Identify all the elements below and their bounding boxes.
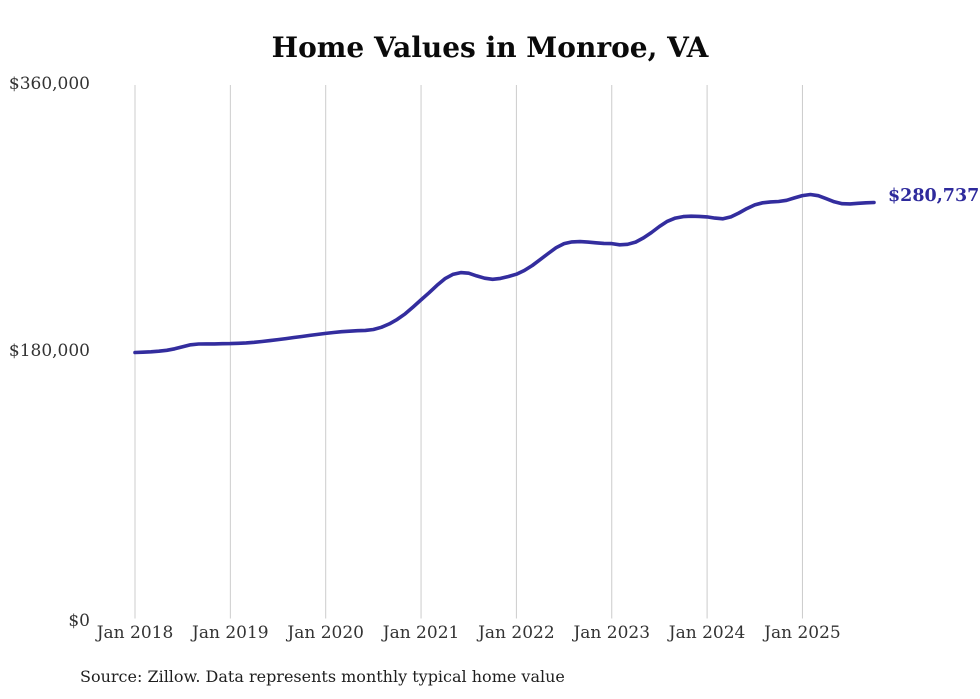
y-axis-label-middle: $180,000 — [8, 341, 90, 361]
y-axis-label-zero: $0 — [68, 611, 90, 631]
x-axis-label: Jan 2025 — [764, 623, 841, 643]
x-axis-label: Jan 2023 — [573, 623, 651, 643]
x-axis-label: Jan 2022 — [478, 623, 555, 643]
x-axis-label: Jan 2020 — [287, 623, 364, 643]
x-axis-label: Jan 2021 — [382, 623, 460, 643]
last-value-label: $280,737 — [888, 186, 980, 206]
home-value-line — [133, 192, 876, 355]
x-axis-label: Jan 2019 — [192, 623, 269, 643]
source-note: Source: Zillow. Data represents monthly … — [80, 667, 565, 686]
chart-title: Home Values in Monroe, VA — [271, 31, 709, 64]
x-axis-label: Jan 2024 — [668, 623, 746, 643]
x-axis-label: Jan 2018 — [96, 623, 174, 643]
y-axis-label-top: $360,000 — [8, 74, 90, 94]
